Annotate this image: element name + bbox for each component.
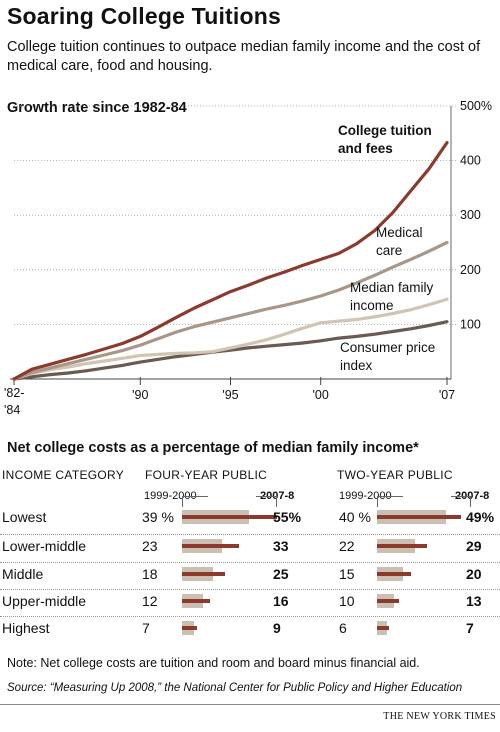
row-separator	[0, 534, 500, 535]
bar-2007-8	[377, 544, 427, 548]
table-chart-title: Net college costs as a percentage of med…	[7, 440, 419, 456]
value-1999-2000: 10	[339, 593, 355, 609]
category-label: Lower-middle	[2, 538, 87, 554]
value-1999-2000: 7	[142, 620, 150, 636]
footer-divider	[0, 704, 500, 705]
x-tick-label: '82-	[4, 386, 24, 400]
year-label-new: 2007-8	[260, 490, 295, 502]
column-header-category: INCOME CATEGORY	[2, 468, 125, 482]
category-label: Upper-middle	[2, 593, 87, 609]
value-1999-2000: 6	[339, 620, 347, 636]
bar-2007-8	[182, 599, 210, 603]
value-2007-8: 7	[466, 620, 474, 636]
row-separator	[0, 562, 500, 563]
y-tick-label: 500%	[460, 99, 492, 113]
value-2007-8: 16	[273, 593, 289, 609]
value-2007-8: 20	[466, 566, 482, 582]
page-subtitle: College tuition continues to outpace med…	[7, 39, 481, 74]
y-tick-label: 100	[460, 317, 481, 331]
line-chart-title: Growth rate since 1982-84	[7, 100, 187, 116]
page-title: Soaring College Tuitions	[7, 3, 281, 29]
category-label: Lowest	[2, 509, 47, 525]
value-2007-8: 13	[466, 593, 482, 609]
series-label: Median family	[350, 280, 434, 295]
footnote: Note: Net college costs are tuition and …	[7, 656, 420, 670]
value-2007-8: 55%	[273, 509, 302, 525]
series-label: Consumer price	[340, 340, 435, 355]
bar-2007-8	[377, 572, 412, 576]
value-1999-2000: 18	[142, 566, 158, 582]
series-label: care	[376, 243, 402, 258]
year-label-old: 1999-2000	[144, 490, 197, 502]
value-2007-8: 25	[273, 566, 289, 582]
year-leader	[451, 496, 471, 507]
value-2007-8: 33	[273, 538, 289, 554]
category-label: Highest	[2, 620, 50, 636]
x-tick-label: '07	[439, 388, 455, 402]
series-line	[12, 141, 449, 381]
year-leader	[377, 496, 403, 507]
column-header-two-year: TWO-YEAR PUBLIC	[337, 468, 453, 482]
y-tick-label: 400	[460, 154, 481, 168]
series-line	[12, 320, 449, 381]
year-label-new: 2007-8	[455, 490, 490, 502]
x-tick-label: '90	[132, 388, 148, 402]
bar-2007-8	[377, 626, 390, 630]
x-tick-label: '95	[222, 388, 238, 402]
year-label-old: 1999-2000	[339, 490, 392, 502]
value-1999-2000: 22	[339, 538, 355, 554]
row-separator	[0, 616, 500, 617]
series-line	[12, 297, 449, 381]
x-tick-label: '84	[4, 403, 20, 417]
value-2007-8: 9	[273, 620, 281, 636]
year-leader	[182, 496, 208, 507]
value-2007-8: 49%	[466, 509, 495, 525]
column-header-four-year: FOUR-YEAR PUBLIC	[145, 468, 268, 482]
category-label: Middle	[2, 566, 44, 582]
series-label: College tuition	[338, 123, 432, 138]
series-label: index	[340, 358, 373, 373]
source-line: Source: “Measuring Up 2008,” the Nationa…	[7, 682, 463, 694]
value-1999-2000: 12	[142, 593, 158, 609]
value-2007-8: 29	[466, 538, 482, 554]
series-label: and fees	[338, 141, 393, 156]
value-1999-2000: 23	[142, 538, 158, 554]
bar-2007-8	[182, 544, 239, 548]
series-line	[12, 240, 449, 381]
bar-2007-8	[182, 572, 225, 576]
bar-2007-8	[377, 515, 462, 519]
growth-line-chart: 500% 400 300 200 100 '82- '84 '90 '95 '00 '07 Colle…	[4, 99, 492, 417]
value-1999-2000: 15	[339, 566, 355, 582]
credit-line: THE NEW YORK TIMES	[383, 711, 496, 722]
bar-2007-8	[182, 626, 198, 630]
bar-2007-8	[182, 515, 277, 519]
series-label: income	[350, 298, 394, 313]
year-leader	[256, 496, 277, 507]
value-1999-2000: 40 %	[339, 509, 371, 525]
x-tick-label: '00	[313, 388, 329, 402]
bar-2007-8	[377, 599, 400, 603]
y-tick-label: 300	[460, 208, 481, 222]
row-separator	[0, 589, 500, 590]
value-1999-2000: 39 %	[142, 509, 174, 525]
y-tick-label: 200	[460, 263, 481, 277]
series-label: Medical	[376, 225, 423, 240]
